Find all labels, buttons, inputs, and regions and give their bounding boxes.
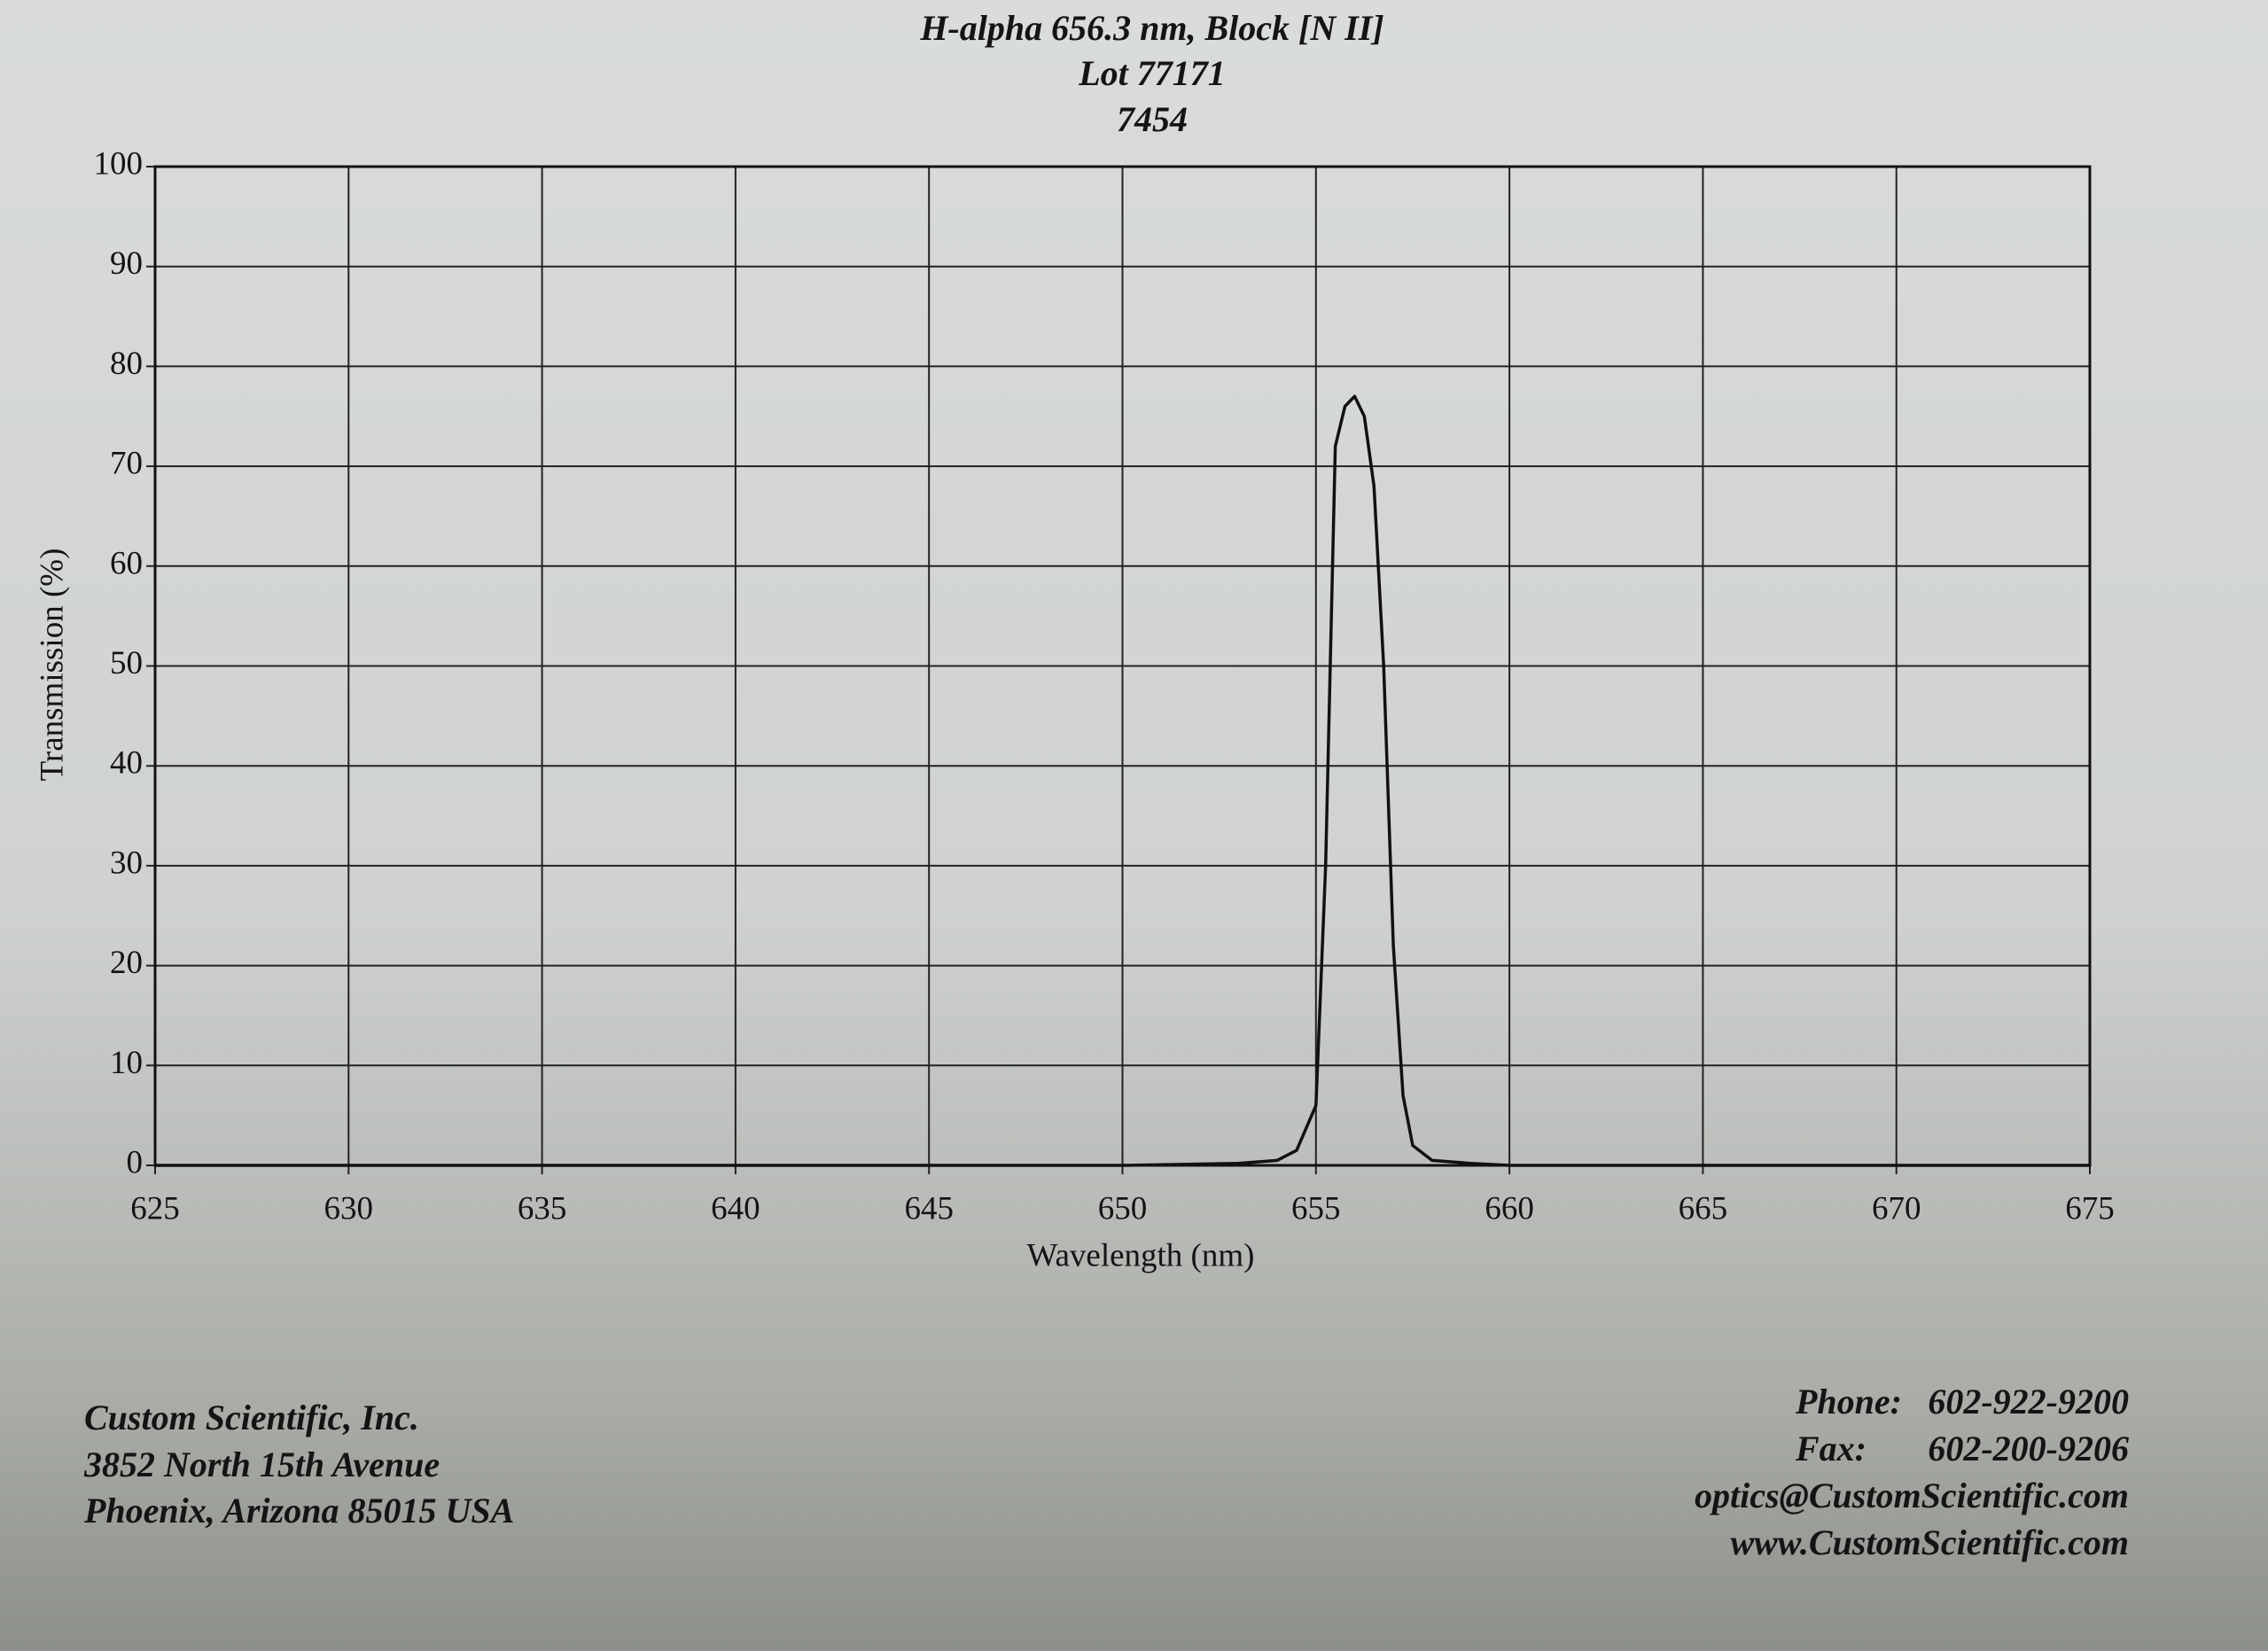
y-tick-label: 20 [110,945,143,981]
x-tick-label: 670 [1872,1190,1921,1227]
x-tick-label: 675 [2065,1190,2115,1227]
y-tick-label: 90 [110,245,143,282]
y-tick-label: 100 [94,145,144,182]
x-tick-label: 640 [711,1190,760,1227]
data-line [155,394,2090,1167]
x-tick-label: 630 [324,1190,374,1227]
address-line: 3852 North 15th Avenue [83,1445,440,1484]
x-tick-label: 650 [1098,1190,1148,1227]
x-tick-label: 655 [1291,1190,1341,1227]
x-axis-label: Wavelength (nm) [1027,1237,1255,1273]
phone-label: Phone: [1795,1382,1902,1421]
address-line: Phoenix, Arizona 85015 USA [83,1491,514,1530]
y-tick-label: 70 [110,446,143,482]
y-tick-label: 40 [110,745,143,782]
email: optics@CustomScientific.com [1695,1476,2129,1515]
x-tick-label: 665 [1679,1190,1728,1227]
y-tick-label: 0 [127,1144,144,1180]
chart-title: H-alpha 656.3 nm, Block [N II] [919,8,1383,48]
chart-title: Lot 77171 [1078,53,1226,93]
phone: 602-922-9200 [1928,1382,2129,1421]
y-tick-label: 10 [110,1045,143,1081]
y-axis-label: Transmission (%) [34,549,70,782]
x-tick-label: 645 [904,1190,954,1227]
y-tick-label: 80 [110,346,143,382]
chart-title: 7454 [1117,99,1188,139]
y-tick-label: 30 [110,845,143,881]
website: www.CustomScientific.com [1730,1523,2129,1562]
x-tick-label: 625 [130,1190,180,1227]
fax-label: Fax: [1795,1429,1867,1468]
address-line: Custom Scientific, Inc. [84,1398,419,1437]
fax: 602-200-9206 [1928,1429,2129,1468]
x-tick-label: 635 [518,1190,567,1227]
y-tick-label: 60 [110,545,143,581]
y-tick-label: 50 [110,645,143,681]
x-tick-label: 660 [1485,1190,1534,1227]
